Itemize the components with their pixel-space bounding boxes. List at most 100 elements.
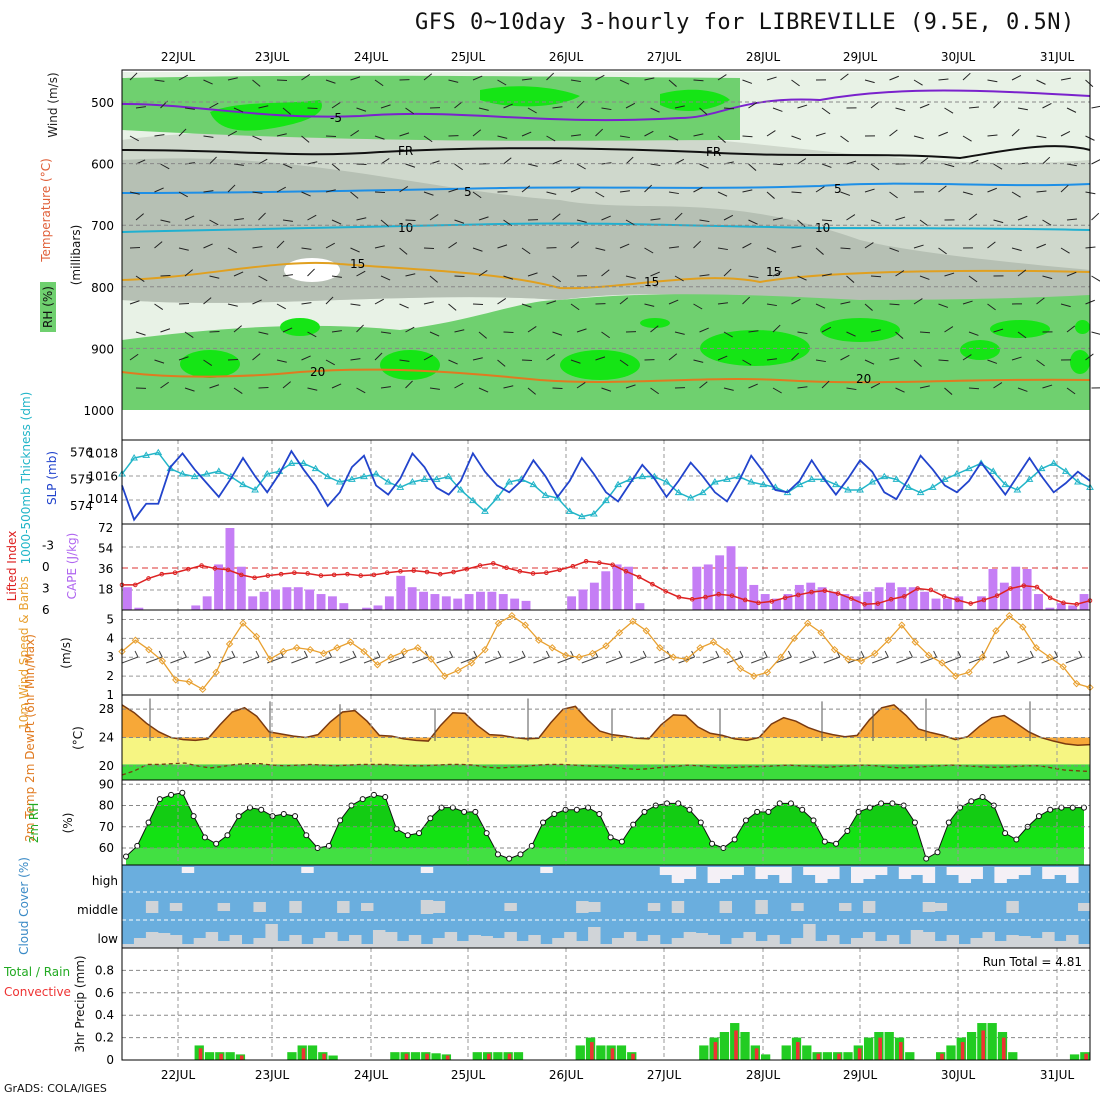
wind10-barb	[823, 656, 840, 664]
wind-barb	[889, 247, 900, 252]
wind-barb	[864, 359, 875, 365]
thickness-marker	[263, 470, 272, 477]
wind-speed-marker	[212, 668, 220, 677]
wind-barb	[766, 76, 777, 81]
cloud-low-block	[611, 938, 625, 948]
rh-marker	[190, 813, 197, 820]
thickness-marker	[323, 472, 332, 480]
rh-bright-lower	[990, 320, 1050, 338]
wind-barb	[650, 271, 660, 277]
rh-marker	[123, 853, 129, 860]
rh-marker	[686, 806, 693, 813]
wind-barb	[674, 331, 685, 335]
wind10-barb	[303, 650, 308, 658]
wind-barb	[399, 185, 409, 193]
temp2m-axis-label: 2m Temp 2m DewPt (6hr Min/Max)	[23, 634, 37, 842]
wind-barb	[252, 191, 263, 194]
li-marker	[902, 594, 907, 599]
wind-barb	[478, 331, 487, 339]
li-tick: -3	[42, 539, 54, 553]
rh-marker	[506, 855, 513, 862]
wind-barb	[595, 191, 605, 198]
date-label-bottom: 30JUL	[941, 1068, 976, 1082]
rh-marker	[551, 811, 558, 817]
date-label-bottom: 22JUL	[161, 1068, 196, 1082]
wind-barb	[282, 327, 293, 333]
cape-bar	[464, 594, 474, 610]
thickness-marker	[880, 472, 889, 480]
rh-marker	[303, 832, 310, 839]
rh-dark-band	[126, 805, 1084, 827]
wind10-frame	[121, 609, 1091, 696]
wind-barb	[552, 331, 563, 336]
cloud-high-block	[910, 867, 924, 875]
thickness-marker	[626, 475, 635, 482]
slp-tick: 1014	[87, 492, 118, 506]
wind-barb	[527, 163, 538, 167]
wind-barb	[840, 73, 849, 81]
date-label-top: 26JUL	[549, 50, 584, 64]
cloud-low-block	[815, 941, 828, 948]
wind-barb	[644, 130, 654, 137]
wind-barb	[160, 219, 171, 223]
cloud-low-block	[432, 938, 446, 948]
wind-barb	[797, 386, 808, 389]
wind-barb	[1017, 269, 1027, 277]
cloud-low-block	[1018, 936, 1031, 948]
cloud-low-block	[635, 941, 649, 948]
cloud-low-block	[253, 938, 266, 948]
wind-barb	[1017, 215, 1028, 221]
li-marker	[915, 586, 920, 591]
rh-marker	[618, 838, 625, 845]
thickness-marker	[795, 480, 804, 488]
contour-20	[121, 368, 1091, 384]
wind-tick: 1	[106, 688, 114, 702]
thickness-marker	[456, 486, 465, 493]
wind-barb	[154, 241, 163, 249]
wind-barb	[301, 135, 310, 143]
contour-label: 10	[398, 221, 413, 235]
wind-barb	[846, 275, 855, 283]
wind-speed-marker	[1045, 653, 1054, 661]
wind-barb	[699, 327, 709, 333]
wind-barb	[723, 268, 732, 277]
wind-barb	[1036, 190, 1047, 193]
cloud-low-block	[659, 944, 673, 948]
wind-barb	[1085, 353, 1094, 361]
wind-barb	[650, 325, 659, 333]
wind-barb	[356, 217, 367, 221]
wind-barb	[527, 325, 537, 333]
precip-convective-bar	[857, 1048, 862, 1060]
wind-barb	[742, 296, 751, 305]
grads-credit: GrADS: COLA/IGES	[4, 1082, 107, 1095]
wind-barb	[497, 244, 508, 249]
precip-convective-bar	[590, 1042, 594, 1060]
thickness-marker	[469, 496, 477, 504]
precip-convective-bar	[507, 1053, 512, 1060]
wind-speed-marker	[803, 619, 812, 627]
wind-barb	[282, 219, 293, 222]
rh-tick: 60	[99, 841, 114, 855]
wind-barb	[454, 329, 465, 333]
li-marker	[517, 569, 523, 574]
cloud-low-block	[1066, 935, 1079, 948]
wind-barb	[160, 381, 169, 389]
wind10-barb	[860, 650, 865, 658]
wind-barb	[374, 245, 385, 249]
precip-frame	[121, 947, 1091, 1061]
li-marker	[252, 575, 257, 581]
wind-barb	[919, 157, 929, 165]
date-label-bottom: 29JUL	[843, 1068, 878, 1082]
cloud-low-block	[289, 935, 302, 948]
cape-bar	[954, 596, 964, 610]
precip-convective-bar	[322, 1053, 326, 1060]
wind-barb	[129, 246, 141, 249]
contour-label: 15	[644, 275, 659, 289]
cloud-high-block	[707, 867, 721, 883]
wind-barb	[821, 107, 831, 115]
pressure-tick-label: 900	[91, 342, 114, 356]
li-marker	[490, 561, 496, 566]
wind-barb	[570, 134, 581, 137]
cloud-mid-block	[253, 902, 266, 912]
